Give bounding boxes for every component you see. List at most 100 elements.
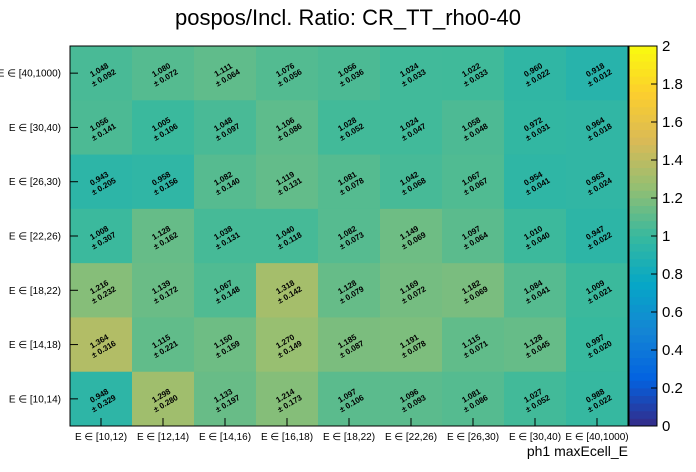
palette-segment [629,365,657,374]
heatmap-cell [504,371,567,427]
palette-segment [629,357,657,366]
palette-segment [629,312,657,320]
palette-segment [629,182,657,191]
axes: E ∈ [40,1000) E ∈ [30,40) E ∈ [26,30) E ∈ [… [0,45,629,443]
heatmap-cell [194,371,257,427]
palette-segment [629,61,657,70]
heatmap-cell [256,371,319,427]
heatmap-cell [194,100,257,156]
heatmap-cell [256,263,319,318]
heatmap-cell [442,371,505,427]
y-tick-label: E ∈ [30,40) [9,123,61,134]
heatmap-cell [442,317,505,373]
heatmap-cell [566,46,629,101]
x-tick-label: E ∈ [22,26) [385,432,437,443]
palette-segment [629,205,657,214]
heatmap-cell [256,100,319,156]
palette-tick-label: 0.6 [662,304,683,321]
color-palette: 0 0.2 0.4 0.6 0.8 1 1.2 1.4 1.6 1.8 2 [628,38,683,435]
palette-segment [629,319,657,328]
heatmap-cell [132,208,195,264]
heatmap-cell [194,263,257,318]
heatmap-cell [566,154,629,210]
palette-segment [629,213,657,222]
palette-segment [629,68,657,77]
y-tick-label: E ∈ [14,18) [9,340,61,351]
heatmap-cell [318,208,381,264]
heatmap-cell [318,46,381,101]
palette-segment [629,380,657,389]
palette-tick-label: 0.8 [662,266,683,283]
palette-segment [629,395,657,404]
heatmap-cell [70,46,133,101]
palette-segment [629,236,657,244]
palette-segment [629,388,657,396]
palette-tick-label: 0.4 [662,342,683,359]
palette-segment [629,251,657,260]
heatmap-cell [442,208,505,264]
x-tick-label: E ∈ [12,14) [137,432,189,443]
heatmap-cell [566,371,629,427]
heatmap-cell [442,263,505,318]
heatmap-cell [566,263,629,318]
y-tick-label: E ∈ [26,30) [9,177,61,188]
palette-segment [629,190,657,199]
heatmap-cell [504,208,567,264]
heatmap-cell [504,100,567,156]
palette-segment [629,350,657,358]
heatmap-cell [70,371,133,427]
heatmap-cell [318,263,381,318]
palette-tick-label: 0 [662,418,670,435]
palette-tick-label: 0.2 [662,380,683,397]
palette-segment [629,403,657,412]
x-tick-label: E ∈ [10,12) [75,432,127,443]
heatmap-cells [70,46,629,427]
palette-segment [629,144,657,153]
palette-tick-label: 1.8 [662,76,683,93]
palette-segment [629,243,657,252]
palette-tick-label: 1.6 [662,114,683,131]
heatmap-cell [256,46,319,101]
palette-segment [629,266,657,275]
heatmap-cell [380,317,443,373]
palette-segment [629,304,657,313]
chart-title: pospos/Incl. Ratio: CR_TT_rho0-40 [175,5,521,30]
heatmap-cell [70,154,133,210]
heatmap-cell [318,317,381,373]
heatmap-cell [318,154,381,210]
palette-segment [629,175,657,184]
palette-segment [629,198,657,206]
palette-segment [629,53,657,62]
heatmap-cell [504,46,567,101]
palette-segment [629,289,657,298]
heatmap-cell [380,46,443,101]
palette-segment [629,129,657,138]
palette-segment [629,137,657,146]
palette-segment [629,106,657,115]
heatmap-cell [442,46,505,101]
heatmap-cell [566,100,629,156]
heatmap-cell [566,208,629,264]
palette-segment [629,84,657,92]
heatmap-cell [566,317,629,373]
heatmap-cell [194,317,257,373]
palette-segment [629,91,657,100]
heatmap-cell [380,371,443,427]
palette-segment [629,342,657,351]
heatmap-cell [442,100,505,156]
palette-segment [629,122,657,130]
y-tick-label: E ∈ [18,22) [9,286,61,297]
x-tick-label: E ∈ [14,16) [199,432,251,443]
heatmap-cell [132,371,195,427]
x-tick-label: E ∈ [26,30) [447,432,499,443]
palette-tick-label: 1.2 [662,190,683,207]
palette-tick-label: 1.4 [662,152,683,169]
heatmap-cell [318,100,381,156]
x-tick-label: E ∈ [30,40) [509,432,561,443]
palette-segment [629,160,657,168]
heatmap-cell [256,317,319,373]
heatmap-cell [380,154,443,210]
heatmap-cell [256,208,319,264]
palette-segment [629,99,657,108]
